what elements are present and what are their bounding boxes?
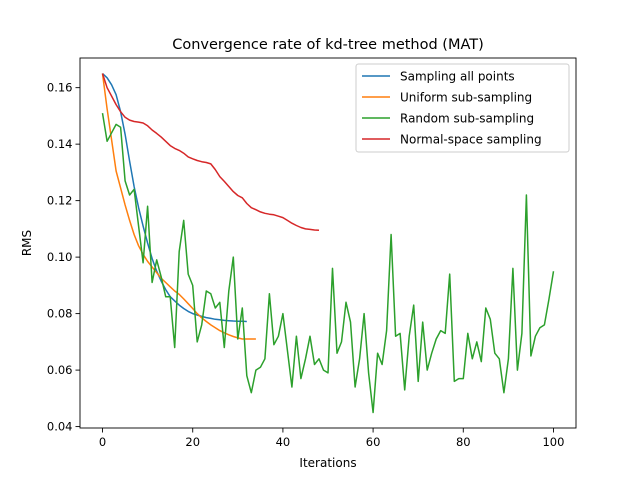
- y-tick-label: 0.10: [47, 250, 73, 264]
- x-tick-label: 20: [185, 435, 200, 449]
- y-tick-label: 0.16: [47, 81, 73, 95]
- legend: Sampling all points Uniform sub-sampling R…: [355, 63, 570, 153]
- x-tick-label: 80: [456, 435, 471, 449]
- legend-label: Sampling all points: [400, 70, 515, 84]
- y-tick-label: 0.08: [47, 307, 73, 321]
- series-line-random-sub-sampling: [101, 112, 555, 414]
- y-tick-label: 0.12: [47, 194, 73, 208]
- x-tick-label: 100: [542, 435, 564, 449]
- series-line-normal-space-sampling: [101, 73, 320, 232]
- series-line-sampling-all-points: [101, 72, 247, 323]
- legend-label: Normal-space sampling: [400, 133, 542, 147]
- y-tick-label: 0.06: [47, 363, 73, 377]
- y-tick-label: 0.04: [47, 420, 73, 434]
- legend-label: Uniform sub-sampling: [400, 91, 532, 105]
- chart-title: Convergence rate of kd-tree method (MAT): [172, 37, 484, 53]
- x-tick-label: 40: [276, 435, 291, 449]
- x-axis: 0 20 40 60 80 100: [99, 428, 564, 449]
- x-axis-label: Iterations: [299, 456, 356, 470]
- plot-frame: [79, 57, 577, 429]
- y-tick-label: 0.14: [47, 137, 73, 151]
- y-axis-label: RMS: [20, 230, 34, 256]
- legend-box: [355, 63, 570, 153]
- x-tick-label: 0: [99, 435, 106, 449]
- series-layer: [101, 72, 555, 414]
- legend-label: Random sub-sampling: [400, 112, 534, 126]
- y-axis: 0.04 0.06 0.08 0.10 0.12 0.14 0.16: [47, 81, 80, 434]
- x-tick-label: 60: [366, 435, 381, 449]
- series-line-uniform-sub-sampling: [101, 73, 256, 340]
